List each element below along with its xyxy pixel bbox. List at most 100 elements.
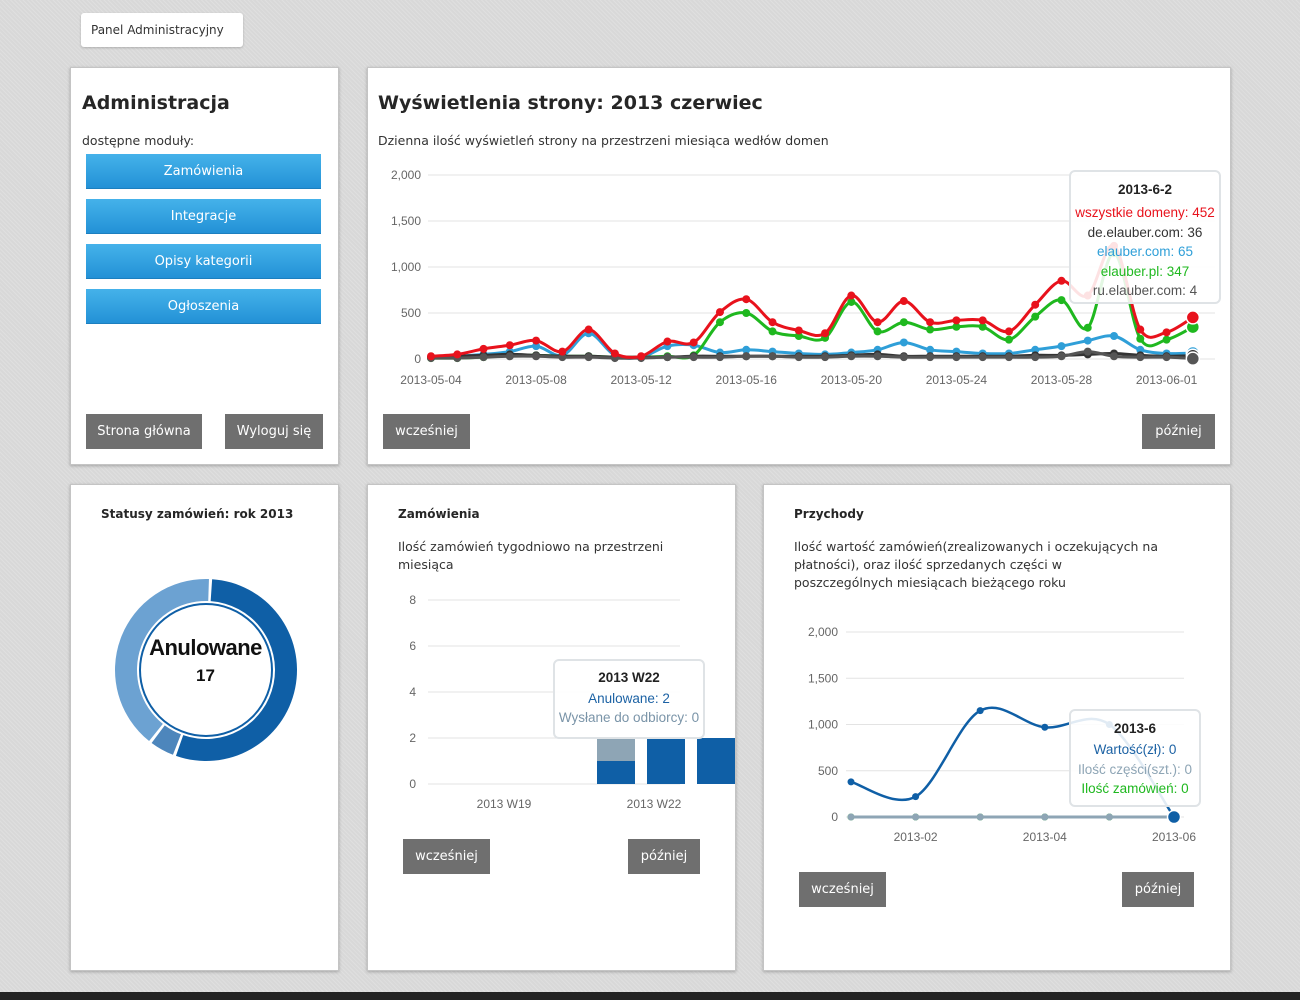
y-tick-label: 0 bbox=[831, 810, 838, 824]
data-point bbox=[1004, 353, 1013, 362]
tooltip-row-label: de.elauber.com: bbox=[1087, 224, 1188, 240]
page-views-chart: 0 500 1,000 1,500 2,000 2013-05-04 2013-05-08 2… bbox=[391, 168, 1215, 387]
orders-tooltip: 2013 W22 Anulowane: 2 Wysłane do odbiorcy… bbox=[553, 659, 705, 739]
data-point bbox=[847, 813, 855, 821]
footer-bar bbox=[0, 992, 1300, 1000]
data-point bbox=[978, 353, 987, 362]
y-tick-label: 0 bbox=[414, 352, 421, 366]
data-point bbox=[505, 341, 514, 350]
data-point bbox=[1004, 335, 1013, 344]
data-point bbox=[558, 347, 567, 356]
tooltip-row: elauber.com: 65 bbox=[1071, 242, 1219, 262]
module-button-category-descriptions[interactable]: Opisy kategorii bbox=[86, 244, 321, 279]
donut-slice bbox=[175, 579, 297, 761]
revenue-title: Przychody bbox=[794, 507, 864, 521]
data-point bbox=[1136, 345, 1145, 354]
data-point bbox=[873, 352, 882, 361]
data-point bbox=[1136, 334, 1145, 343]
data-point bbox=[1004, 327, 1013, 336]
donut-slice bbox=[151, 725, 181, 755]
later-button[interactable]: później bbox=[1142, 414, 1215, 449]
tooltip-row-label: Wysłane do odbiorcy: bbox=[558, 710, 692, 725]
data-point bbox=[794, 326, 803, 335]
data-point bbox=[1083, 336, 1092, 345]
x-tick-label: 2013 W22 bbox=[627, 797, 682, 811]
earlier-button[interactable]: wcześniej bbox=[799, 872, 886, 907]
data-point bbox=[663, 353, 672, 362]
later-button[interactable]: później bbox=[1122, 872, 1194, 907]
y-tick-label: 6 bbox=[409, 639, 416, 653]
tooltip-row-label: Anulowane: bbox=[588, 691, 663, 706]
home-button[interactable]: Strona główna bbox=[86, 414, 202, 449]
module-button-integrations[interactable]: Integracje bbox=[86, 199, 321, 234]
data-point bbox=[637, 352, 646, 361]
data-point bbox=[847, 297, 856, 306]
tooltip-row-value: 0 bbox=[1181, 781, 1189, 796]
data-point bbox=[847, 352, 856, 361]
modules-label: dostępne moduły: bbox=[82, 133, 195, 148]
data-point bbox=[768, 327, 777, 336]
data-point bbox=[978, 322, 987, 331]
earlier-button[interactable]: wcześniej bbox=[403, 839, 490, 874]
data-point bbox=[1031, 353, 1040, 362]
donut-inner-ring bbox=[139, 603, 273, 737]
x-tick-label: 2013-05-12 bbox=[610, 373, 672, 387]
y-tick-label: 500 bbox=[818, 764, 838, 778]
revenue-description: Ilość wartość zamówień(zrealizowanych i … bbox=[794, 539, 1158, 590]
bar bbox=[597, 738, 635, 761]
earlier-button[interactable]: wcześniej bbox=[383, 414, 470, 449]
x-tick-label: 2013-05-24 bbox=[926, 373, 988, 387]
data-point bbox=[912, 793, 920, 801]
tooltip-row-label: elauber.pl: bbox=[1100, 263, 1167, 279]
brand-title[interactable]: Panel Administracyjny bbox=[81, 13, 243, 47]
data-point bbox=[976, 707, 984, 715]
data-point bbox=[1057, 352, 1066, 361]
data-point bbox=[952, 353, 961, 362]
tooltip-row-value: 36 bbox=[1187, 224, 1203, 240]
data-point bbox=[453, 350, 462, 359]
module-button-orders[interactable]: Zamówienia bbox=[86, 154, 321, 189]
tooltip-row-value: 65 bbox=[1178, 244, 1194, 259]
data-point bbox=[1110, 352, 1119, 361]
data-point bbox=[1057, 276, 1066, 285]
data-point bbox=[532, 342, 541, 351]
tooltip-row-value: 4 bbox=[1189, 283, 1198, 298]
data-point bbox=[1041, 813, 1049, 821]
tooltip-row-label: wszystkie domeny: bbox=[1075, 205, 1193, 220]
data-point bbox=[610, 349, 619, 358]
logout-button[interactable]: Wyloguj się bbox=[225, 414, 323, 449]
x-tick-label: 2013-06 bbox=[1152, 830, 1196, 844]
data-point bbox=[1105, 813, 1113, 821]
y-tick-label: 2 bbox=[409, 731, 416, 745]
data-point bbox=[1083, 347, 1092, 356]
order-statuses-panel: Statusy zamówień: rok 2013 Anulowane 17 bbox=[70, 484, 339, 971]
later-button[interactable]: później bbox=[628, 839, 700, 874]
tooltip-row-label: Ilość części(szt.): bbox=[1077, 761, 1185, 777]
data-point bbox=[1162, 335, 1171, 344]
data-point bbox=[821, 329, 830, 338]
module-button-ads[interactable]: Ogłoszenia bbox=[86, 289, 321, 324]
data-point bbox=[952, 316, 961, 325]
y-tick-label: 1,000 bbox=[391, 260, 421, 274]
x-tick-label: 2013-05-28 bbox=[1031, 373, 1093, 387]
data-point bbox=[847, 778, 855, 786]
data-point bbox=[978, 316, 987, 325]
data-point bbox=[1057, 296, 1066, 305]
data-point bbox=[926, 345, 935, 354]
tooltip-row-value: 2 bbox=[662, 691, 670, 706]
data-point bbox=[558, 353, 567, 362]
tooltip-row: de.elauber.com: 36 bbox=[1071, 223, 1219, 243]
tooltip-row-label: Wartość(zł): bbox=[1093, 742, 1169, 757]
data-point bbox=[584, 353, 593, 362]
data-point bbox=[976, 813, 984, 821]
page-views-tooltip: 2013-6-2 wszystkie domeny: 452 de.elauber… bbox=[1069, 170, 1221, 304]
page-views-title: Wyświetlenia strony: 2013 czerwiec bbox=[378, 92, 763, 114]
data-point bbox=[742, 309, 751, 317]
y-tick-label: 1,500 bbox=[391, 214, 421, 228]
data-point bbox=[1031, 345, 1040, 354]
revenue-panel: Przychody Ilość wartość zamówień(zrealiz… bbox=[763, 484, 1231, 971]
x-tick-label: 2013-05-20 bbox=[821, 373, 883, 387]
bar bbox=[647, 738, 685, 784]
y-tick-label: 1,000 bbox=[808, 718, 838, 732]
data-point bbox=[1185, 351, 1201, 366]
